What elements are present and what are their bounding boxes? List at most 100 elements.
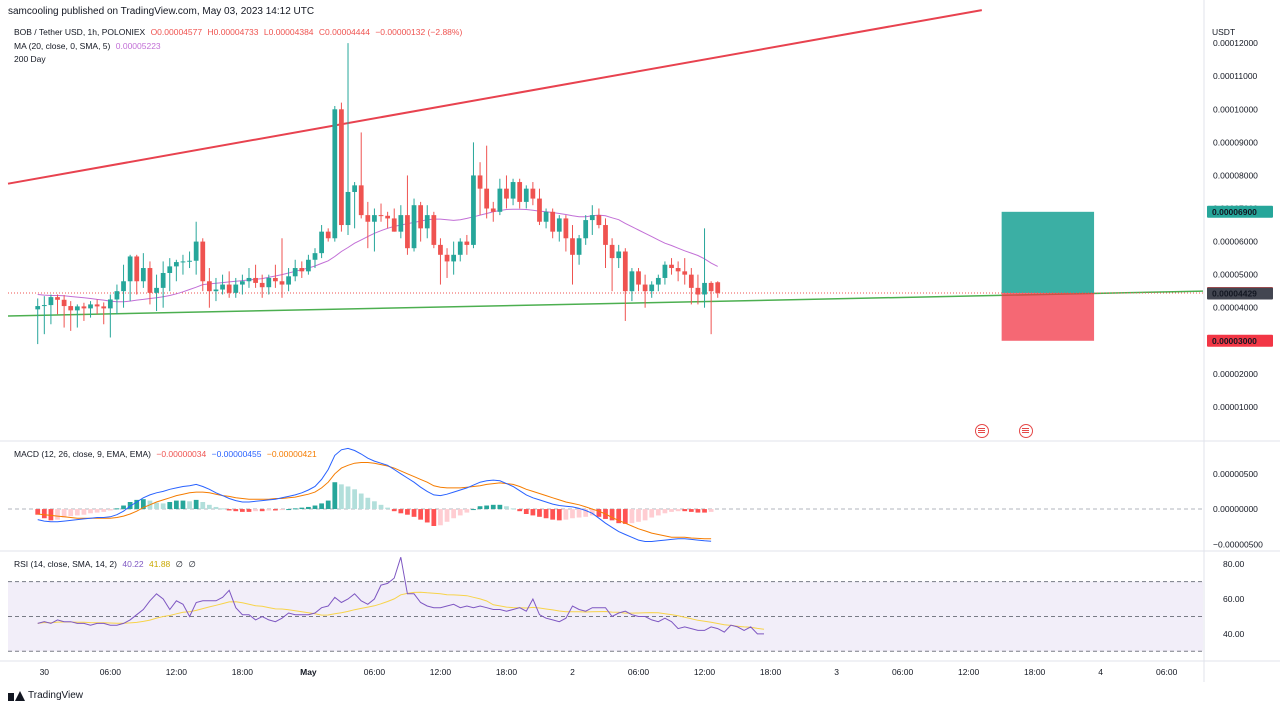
macd-histogram-bar bbox=[352, 489, 357, 510]
candle-body bbox=[154, 287, 159, 293]
candle bbox=[603, 218, 608, 269]
macd-histogram-bar bbox=[121, 505, 126, 510]
candle-body bbox=[88, 304, 93, 309]
time-tick-label: 06:00 bbox=[1156, 667, 1178, 677]
candle-body bbox=[477, 175, 483, 189]
profit-target-zone bbox=[1001, 211, 1095, 294]
candle bbox=[306, 254, 311, 275]
candle bbox=[226, 271, 232, 298]
candle-body bbox=[220, 284, 225, 290]
candle bbox=[154, 274, 159, 312]
candle bbox=[213, 277, 219, 302]
day200-legend: 200 Day bbox=[14, 54, 46, 64]
symbol-label: BOB / Tether USD, 1h, POLONIEX bbox=[14, 27, 146, 37]
candle-body bbox=[81, 306, 87, 309]
candle-body bbox=[411, 205, 417, 249]
candle-body bbox=[365, 215, 371, 222]
candle bbox=[167, 258, 173, 292]
candle bbox=[233, 277, 239, 298]
time-tick-label: 06:00 bbox=[892, 667, 914, 677]
macd-histogram-bar bbox=[523, 509, 529, 514]
candle-body bbox=[662, 264, 668, 278]
candle bbox=[431, 211, 437, 249]
macd-histogram-bar bbox=[504, 506, 509, 510]
macd-histogram-bar bbox=[173, 500, 179, 510]
macd-histogram-bar bbox=[61, 509, 67, 518]
candle bbox=[616, 244, 622, 269]
candle bbox=[378, 203, 384, 222]
candle-body bbox=[603, 225, 608, 245]
macd-tick-label: 0.00000000 bbox=[1213, 504, 1258, 514]
macd-histogram-bar bbox=[556, 509, 562, 521]
macd-histogram-bar bbox=[358, 493, 364, 510]
macd-histogram-bar bbox=[444, 509, 450, 522]
time-tick-label: 30 bbox=[40, 667, 50, 677]
candle-body bbox=[616, 251, 622, 259]
macd-histogram-bar bbox=[570, 509, 575, 519]
candle-body bbox=[41, 305, 47, 307]
candle bbox=[675, 261, 681, 282]
macd-histogram-bar bbox=[273, 509, 278, 511]
candle-body bbox=[405, 215, 410, 249]
price-label-box bbox=[1207, 205, 1273, 218]
candle bbox=[41, 296, 47, 335]
macd-histogram-bar bbox=[114, 508, 120, 510]
us-flag-event-icon[interactable] bbox=[975, 424, 989, 438]
rsi-ma-line bbox=[37, 591, 765, 630]
macd-histogram-bar bbox=[55, 509, 60, 520]
price-tick-label: 0.00010000 bbox=[1213, 104, 1258, 114]
candle bbox=[101, 302, 107, 325]
candle-body bbox=[702, 282, 707, 295]
time-tick-label: 06:00 bbox=[100, 667, 122, 677]
macd-histogram-bar bbox=[543, 509, 549, 519]
macd-histogram-bar bbox=[253, 509, 258, 512]
macd-histogram-bar bbox=[154, 502, 159, 510]
candle-body bbox=[570, 238, 575, 255]
candle-body bbox=[134, 256, 140, 282]
candle bbox=[140, 253, 146, 288]
candle bbox=[550, 208, 556, 239]
candle bbox=[695, 274, 701, 305]
macd-value-3: −0.00000421 bbox=[266, 449, 317, 459]
rsi-legend: RSI (14, close, SMA, 14, 2) 40.22 41.88 … bbox=[14, 559, 199, 570]
candle bbox=[114, 284, 120, 315]
time-tick-label: 4 bbox=[1098, 667, 1103, 677]
macd-histogram-bar bbox=[332, 482, 338, 510]
candle-body bbox=[358, 185, 364, 216]
candle-body bbox=[695, 287, 701, 295]
macd-histogram-bar bbox=[629, 509, 635, 524]
candle-body bbox=[345, 191, 351, 226]
candle bbox=[583, 215, 589, 245]
candle bbox=[655, 274, 661, 292]
candle bbox=[61, 295, 67, 328]
candle bbox=[669, 258, 674, 275]
macd-histogram-bar bbox=[537, 509, 542, 517]
candle-body bbox=[398, 215, 404, 232]
candle-body bbox=[48, 297, 54, 306]
candle bbox=[543, 208, 549, 229]
price-label-box bbox=[1207, 334, 1273, 347]
candle-body bbox=[259, 282, 265, 288]
candle bbox=[279, 238, 285, 298]
macd-histogram-bar bbox=[675, 509, 681, 512]
macd-histogram-bar bbox=[134, 499, 140, 510]
brand-name: TradingView bbox=[28, 690, 84, 701]
candle bbox=[649, 281, 655, 298]
macd-histogram-bar bbox=[583, 509, 589, 517]
candle-body bbox=[464, 241, 470, 245]
candle-body bbox=[325, 231, 331, 239]
rsi-tick-label: 60.00 bbox=[1223, 594, 1245, 604]
macd-line bbox=[37, 447, 712, 542]
macd-histogram-bar bbox=[471, 509, 476, 511]
candle-body bbox=[431, 215, 437, 245]
resistance-trendline bbox=[7, 9, 983, 185]
rsi-label: RSI (14, close, SMA, 14, 2) bbox=[14, 559, 117, 569]
us-flag-event-icon[interactable] bbox=[1019, 424, 1033, 438]
macd-histogram-bar bbox=[213, 506, 219, 510]
candle-body bbox=[385, 215, 391, 219]
macd-histogram-bar bbox=[655, 509, 661, 516]
time-tick-label: 12:00 bbox=[166, 667, 188, 677]
candle-body bbox=[114, 291, 120, 300]
candle-body bbox=[596, 215, 602, 226]
